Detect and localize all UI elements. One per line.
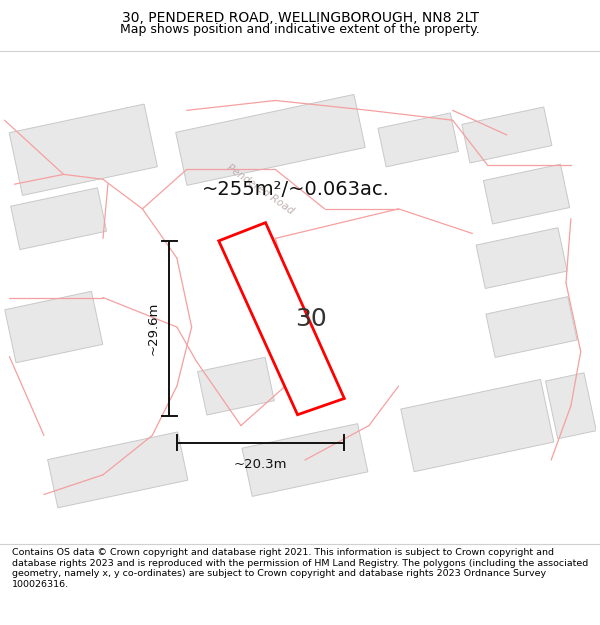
Polygon shape bbox=[152, 51, 448, 544]
Polygon shape bbox=[5, 291, 103, 362]
Text: ~29.6m: ~29.6m bbox=[146, 302, 160, 355]
Text: ~255m²/~0.063ac.: ~255m²/~0.063ac. bbox=[202, 179, 389, 199]
Polygon shape bbox=[462, 107, 552, 163]
Polygon shape bbox=[486, 297, 577, 358]
Polygon shape bbox=[476, 228, 567, 289]
Polygon shape bbox=[242, 424, 368, 496]
Text: 30: 30 bbox=[295, 307, 327, 331]
Polygon shape bbox=[219, 222, 344, 415]
Polygon shape bbox=[11, 188, 107, 249]
Text: Map shows position and indicative extent of the property.: Map shows position and indicative extent… bbox=[120, 23, 480, 36]
Polygon shape bbox=[484, 164, 569, 224]
Text: Pendered Road: Pendered Road bbox=[225, 162, 296, 216]
Text: Contains OS data © Crown copyright and database right 2021. This information is : Contains OS data © Crown copyright and d… bbox=[12, 548, 588, 589]
Polygon shape bbox=[9, 104, 157, 196]
Text: 30, PENDERED ROAD, WELLINGBOROUGH, NN8 2LT: 30, PENDERED ROAD, WELLINGBOROUGH, NN8 2… bbox=[121, 11, 479, 25]
Text: ~20.3m: ~20.3m bbox=[234, 458, 287, 471]
Polygon shape bbox=[176, 94, 365, 186]
Polygon shape bbox=[401, 379, 554, 472]
Polygon shape bbox=[378, 113, 458, 167]
Polygon shape bbox=[197, 357, 274, 415]
Polygon shape bbox=[545, 373, 596, 439]
Polygon shape bbox=[47, 432, 188, 508]
